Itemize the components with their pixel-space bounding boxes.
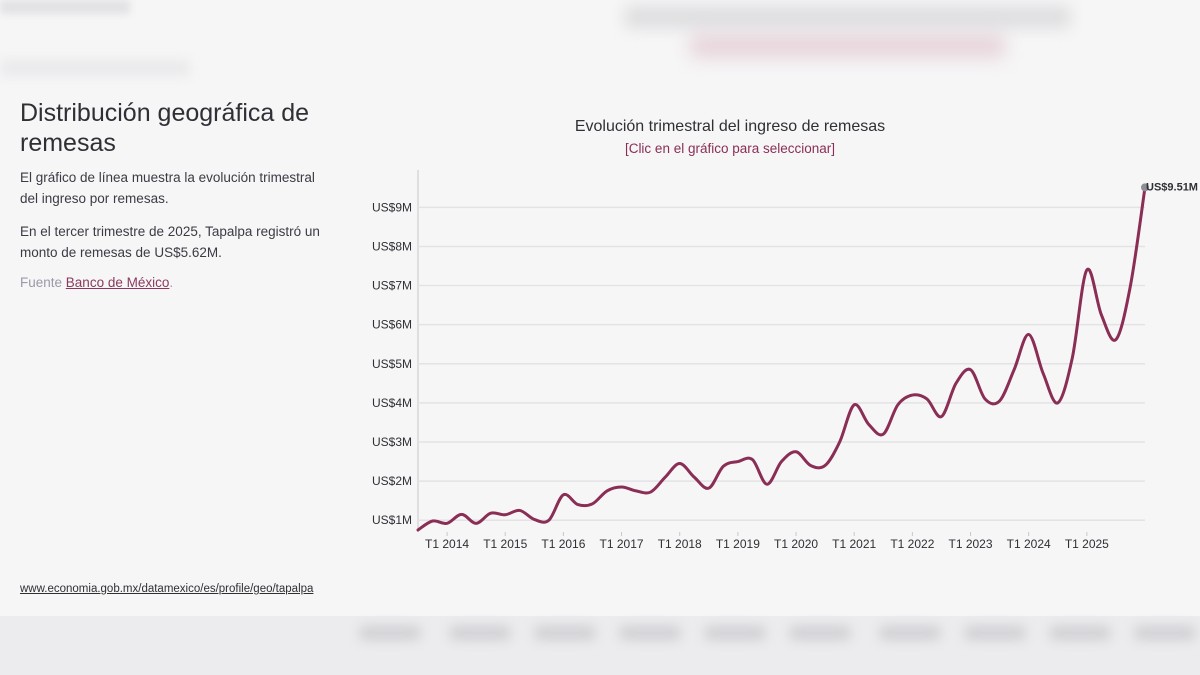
data-point[interactable] — [952, 379, 960, 387]
data-point[interactable] — [734, 458, 742, 466]
data-point[interactable] — [937, 413, 945, 421]
x-tick-label: T1 2016 — [541, 537, 585, 551]
y-tick-label: US$9M — [372, 200, 412, 214]
data-point[interactable] — [1068, 354, 1076, 362]
data-point[interactable] — [748, 456, 756, 464]
data-point[interactable] — [1126, 282, 1134, 290]
y-tick-label: US$8M — [372, 239, 412, 253]
x-tick-label: T1 2023 — [948, 537, 992, 551]
data-point[interactable] — [1083, 266, 1091, 274]
x-tick-label: T1 2021 — [832, 537, 876, 551]
page-title: Distribución geográfica de remesas — [20, 99, 310, 157]
x-tick-label: T1 2024 — [1007, 537, 1051, 551]
data-point[interactable] — [588, 500, 596, 508]
x-tick-label: T1 2017 — [600, 537, 644, 551]
data-point[interactable] — [763, 480, 771, 488]
blurred-header-fragment — [625, 6, 1070, 28]
data-point[interactable] — [559, 491, 567, 499]
data-point[interactable] — [967, 366, 975, 374]
data-point[interactable] — [996, 397, 1004, 405]
data-point[interactable] — [676, 460, 684, 468]
data-point[interactable] — [414, 526, 422, 534]
data-point[interactable] — [545, 516, 553, 524]
line-chart[interactable]: US$1M US$2M US$3M US$4M US$5M US$6M US$7M US$8M… — [360, 110, 1200, 570]
source-line: Fuente Banco de México. — [20, 275, 335, 290]
data-point[interactable] — [821, 461, 829, 469]
chart-title: Evolución trimestral del ingreso de reme… — [574, 118, 886, 135]
blurred-header-fragment — [690, 34, 1005, 58]
x-tick-label: T1 2019 — [716, 537, 760, 551]
y-tick-label: US$7M — [372, 279, 412, 293]
chart-container[interactable]: Evolución trimestral del ingreso de reme… — [360, 110, 1200, 570]
data-point[interactable] — [516, 506, 524, 514]
data-point[interactable] — [792, 448, 800, 456]
info-panel: Distribución geográfica de remesas El gr… — [20, 98, 335, 290]
highlight-text: En el tercer trimestre de 2025, Tapalpa … — [20, 224, 320, 260]
data-point[interactable] — [1025, 330, 1033, 338]
data-point[interactable] — [632, 487, 640, 495]
y-tick-label: US$6M — [372, 318, 412, 332]
data-point[interactable] — [1097, 311, 1105, 319]
x-tick-label: T1 2022 — [890, 537, 934, 551]
data-point[interactable] — [865, 420, 873, 428]
y-tick-label: US$2M — [372, 474, 412, 488]
series-line-tapalpa[interactable] — [416, 185, 1147, 532]
data-point[interactable] — [661, 473, 669, 481]
data-point[interactable] — [443, 519, 451, 527]
data-point[interactable] — [908, 391, 916, 399]
x-tick-label: T1 2025 — [1065, 537, 1109, 551]
data-point[interactable] — [530, 515, 538, 523]
y-tick-label: US$4M — [372, 396, 412, 410]
data-point[interactable] — [879, 430, 887, 438]
data-point[interactable] — [923, 395, 931, 403]
last-point-label: US$9.51M — [1146, 181, 1198, 193]
data-point[interactable] — [574, 501, 582, 509]
data-point[interactable] — [472, 519, 480, 527]
source-label: Fuente — [20, 275, 63, 290]
data-point[interactable] — [719, 462, 727, 470]
blurred-footer — [0, 616, 1200, 675]
y-tick-label: US$3M — [372, 435, 412, 449]
data-point[interactable] — [458, 510, 466, 518]
profile-url-link[interactable]: www.economia.gob.mx/datamexico/es/profil… — [20, 583, 314, 595]
x-tick-label: T1 2020 — [774, 537, 818, 551]
data-point[interactable] — [1054, 399, 1062, 407]
chart-description: El gráfico de línea muestra la evolución… — [20, 170, 315, 206]
data-point[interactable] — [850, 401, 858, 409]
data-point[interactable] — [1112, 336, 1120, 344]
data-point[interactable] — [705, 484, 713, 492]
source-link[interactable]: Banco de México — [65, 275, 170, 290]
y-tick-label: US$5M — [372, 357, 412, 371]
data-point[interactable] — [618, 483, 626, 491]
data-point[interactable] — [778, 458, 786, 466]
data-point[interactable] — [836, 438, 844, 446]
x-tick-label: T1 2018 — [658, 537, 702, 551]
chart-subtitle[interactable]: [Clic en el gráfico para seleccionar] — [624, 141, 836, 156]
source-end: . — [169, 275, 174, 290]
y-tick-label: US$1M — [372, 513, 412, 527]
data-point[interactable] — [429, 517, 437, 525]
x-tick-label: T1 2014 — [425, 537, 469, 551]
data-point[interactable] — [603, 487, 611, 495]
data-point[interactable] — [501, 511, 509, 519]
data-point[interactable] — [807, 461, 815, 469]
data-point[interactable] — [690, 473, 698, 481]
blurred-header-fragment — [0, 60, 190, 76]
data-point[interactable] — [1039, 370, 1047, 378]
data-point[interactable] — [647, 488, 655, 496]
data-point[interactable] — [981, 395, 989, 403]
data-point[interactable] — [894, 401, 902, 409]
x-tick-label: T1 2015 — [483, 537, 527, 551]
blurred-header-fragment — [0, 0, 130, 14]
last-point-marker — [1141, 183, 1149, 192]
data-point[interactable] — [1010, 366, 1018, 374]
data-point[interactable] — [487, 509, 495, 517]
